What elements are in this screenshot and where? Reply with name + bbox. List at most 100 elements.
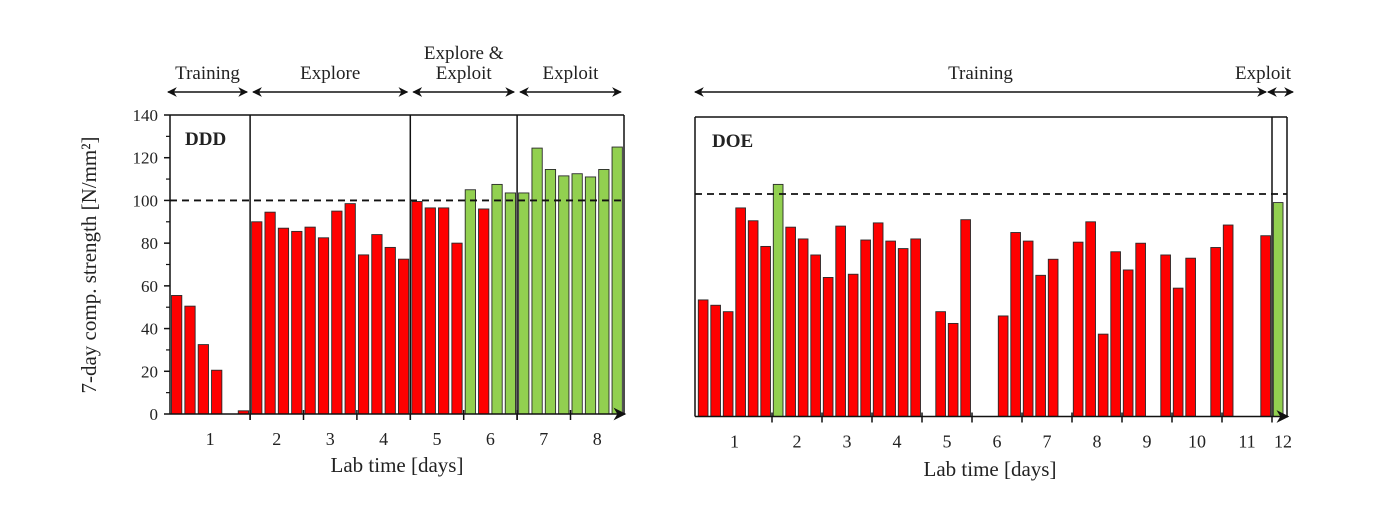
bar-red bbox=[371, 234, 383, 415]
bar-red bbox=[1047, 258, 1059, 417]
bar-red bbox=[357, 254, 370, 415]
phase-label: Explore & bbox=[424, 43, 504, 64]
bar-red bbox=[398, 258, 410, 415]
bar-red bbox=[835, 225, 846, 417]
x-tick-label: 1 bbox=[206, 429, 215, 449]
x-tick-label: 5 bbox=[943, 432, 952, 452]
bar-red bbox=[947, 322, 959, 417]
y-tick-label: 120 bbox=[133, 149, 159, 168]
bar-red bbox=[1022, 240, 1034, 417]
bar-green bbox=[464, 189, 476, 415]
bar-red bbox=[1135, 242, 1146, 417]
bar-red bbox=[735, 207, 746, 417]
bar-green bbox=[598, 169, 610, 415]
phase-label: Training bbox=[948, 63, 1013, 84]
phase-label: Explore bbox=[300, 63, 360, 84]
bar-red bbox=[885, 240, 896, 417]
bar-red bbox=[1097, 333, 1109, 417]
ddd-x-axis-label: Lab time [days] bbox=[331, 453, 464, 477]
x-tick-label: 9 bbox=[1143, 432, 1152, 452]
bar-red bbox=[785, 226, 796, 417]
bar-green bbox=[1272, 202, 1284, 417]
bar-green bbox=[544, 169, 557, 415]
bar-green bbox=[504, 192, 517, 415]
x-tick-label: 8 bbox=[593, 429, 602, 449]
x-tick-label: 10 bbox=[1188, 432, 1206, 452]
bar-red bbox=[872, 222, 884, 417]
bar-red bbox=[1210, 247, 1221, 417]
bar-red bbox=[424, 207, 436, 415]
bar-red bbox=[1172, 287, 1184, 417]
bar-red bbox=[822, 277, 834, 417]
y-tick-label: 20 bbox=[141, 362, 158, 381]
x-tick-label: 3 bbox=[843, 432, 852, 452]
bar-red bbox=[860, 239, 871, 417]
bar-red bbox=[910, 238, 921, 417]
x-tick-label: 2 bbox=[793, 432, 802, 452]
bar-red bbox=[317, 237, 330, 415]
x-tick-label: 12 bbox=[1274, 432, 1292, 452]
phase-label: Exploit bbox=[1235, 63, 1292, 84]
bar-red bbox=[1160, 254, 1171, 417]
bar-red bbox=[197, 344, 209, 415]
bar-red bbox=[211, 369, 223, 415]
x-tick-label: 4 bbox=[379, 429, 388, 449]
bar-green bbox=[611, 146, 623, 415]
bar-green bbox=[571, 173, 583, 415]
bar-red bbox=[997, 315, 1009, 417]
bar-green bbox=[531, 147, 543, 415]
bar-red bbox=[847, 273, 859, 417]
phase-label: Training bbox=[175, 63, 240, 84]
bar-red bbox=[291, 230, 303, 415]
bar-red bbox=[1122, 269, 1134, 417]
bar-green bbox=[518, 192, 530, 415]
bar-red bbox=[438, 207, 450, 415]
x-tick-label: 6 bbox=[993, 432, 1002, 452]
bar-red bbox=[171, 295, 183, 415]
bar-red bbox=[810, 254, 821, 417]
y-tick-label: 140 bbox=[133, 106, 159, 125]
bar-red bbox=[960, 219, 971, 417]
bar-red bbox=[747, 220, 759, 417]
y-tick-label: 60 bbox=[141, 277, 158, 296]
bar-red bbox=[1260, 235, 1271, 417]
bar-red bbox=[277, 227, 290, 415]
bar-green bbox=[491, 183, 503, 415]
x-tick-label: 7 bbox=[539, 429, 548, 449]
bar-red bbox=[1085, 221, 1096, 417]
bar-red bbox=[478, 208, 490, 415]
phase-label: Exploit bbox=[436, 63, 493, 84]
bar-red bbox=[331, 210, 343, 415]
bar-red bbox=[897, 248, 909, 417]
bar-red bbox=[935, 311, 946, 417]
x-tick-label: 5 bbox=[433, 429, 442, 449]
y-tick-label: 40 bbox=[141, 320, 158, 339]
bar-red bbox=[1072, 241, 1084, 417]
ddd-panel-title: DDD bbox=[185, 129, 226, 150]
x-tick-label: 11 bbox=[1238, 432, 1255, 452]
x-tick-label: 8 bbox=[1093, 432, 1102, 452]
bar-green bbox=[772, 183, 784, 417]
bar-red bbox=[760, 245, 771, 417]
bar-red bbox=[384, 246, 396, 415]
bar-green bbox=[584, 176, 597, 415]
bar-red bbox=[797, 238, 809, 417]
bar-red bbox=[1010, 232, 1021, 417]
phase-label: Exploit bbox=[543, 63, 600, 84]
bar-red bbox=[1185, 257, 1196, 417]
bar-red bbox=[411, 201, 423, 415]
bar-red bbox=[697, 299, 709, 417]
y-tick-label: 80 bbox=[141, 234, 158, 253]
x-tick-label: 1 bbox=[730, 432, 739, 452]
bar-red bbox=[1222, 224, 1234, 417]
bar-red bbox=[304, 226, 316, 415]
bar-green bbox=[558, 175, 570, 415]
doe-panel-title: DOE bbox=[712, 131, 753, 152]
x-tick-label: 2 bbox=[272, 429, 281, 449]
y-axis-label: 7-day comp. strength [N/mm²] bbox=[77, 136, 101, 393]
y-tick-label: 100 bbox=[133, 191, 159, 210]
bar-red bbox=[451, 242, 463, 415]
bar-red bbox=[264, 211, 276, 415]
